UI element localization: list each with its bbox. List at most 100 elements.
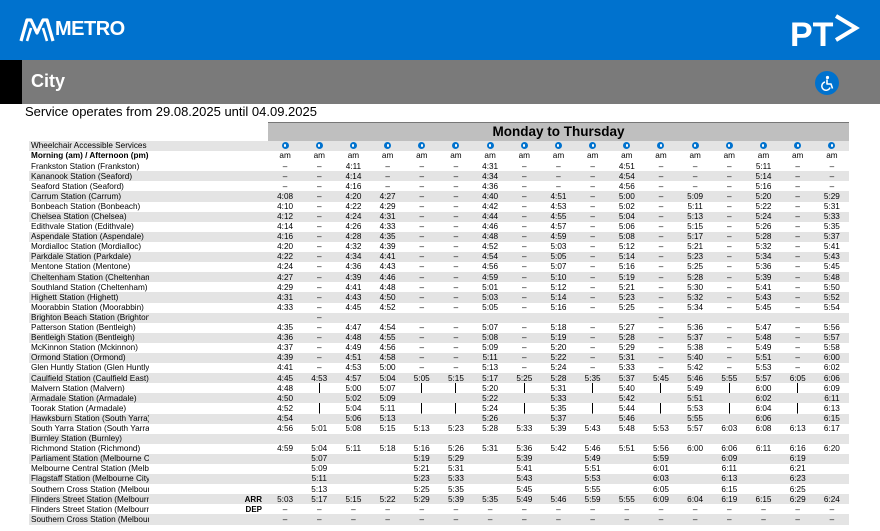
time-cell: 5:32 bbox=[755, 242, 772, 252]
time-cell: 4:41 bbox=[370, 252, 405, 263]
time-cell: 4:43 bbox=[379, 262, 396, 272]
time-cell bbox=[370, 453, 405, 464]
time-cell: 4:31 bbox=[370, 211, 405, 222]
time-cell: – bbox=[316, 201, 322, 211]
wheelchair-accessible-icon bbox=[623, 142, 631, 150]
arr-dep-spacer bbox=[148, 514, 268, 525]
time-cell bbox=[609, 433, 644, 444]
time-cell: – bbox=[590, 343, 595, 353]
time-cell: 6:00 bbox=[687, 444, 704, 454]
time-cell: 6:06 bbox=[746, 413, 781, 424]
table-row: Carrum Station (Carrum) 4:08–4:20 4:27– –4:… bbox=[29, 191, 849, 202]
time-cell: – bbox=[814, 171, 849, 182]
ampm-cell: am bbox=[518, 151, 530, 161]
time-cell: – bbox=[712, 332, 747, 343]
time-cell: 5:23 bbox=[678, 252, 713, 263]
time-cell: 6:13 bbox=[789, 423, 806, 433]
time-cell: – bbox=[780, 352, 815, 364]
arr-dep-spacer bbox=[148, 393, 268, 404]
station-name: Caulfield Station (Caulfield East) bbox=[29, 373, 149, 384]
time-cell: – bbox=[795, 242, 800, 252]
time-cell: 6:02 bbox=[746, 393, 781, 404]
arr-dep-spacer bbox=[149, 242, 269, 252]
arr-dep-spacer bbox=[148, 474, 268, 485]
time-cell: 5:55 bbox=[712, 373, 747, 384]
table-row: Frankston Station (Frankston) – – 4:11 – – – 4:… bbox=[29, 161, 849, 171]
wheelchair-accessible-icon bbox=[589, 142, 597, 150]
wheelchair-cell bbox=[678, 141, 713, 152]
table-row: Armadale Station (Armadale) 4:50 5:02 5:09 5… bbox=[29, 393, 849, 404]
time-cell: 5:09 bbox=[678, 191, 713, 202]
time-cell: 5:29 bbox=[814, 191, 849, 202]
time-cell: – bbox=[575, 171, 610, 182]
station-name: Chelsea Station (Chelsea) bbox=[29, 211, 149, 222]
time-cell: 5:42 bbox=[609, 393, 644, 404]
express-skip-line bbox=[575, 393, 610, 404]
time-cell: 5:14 bbox=[746, 171, 781, 182]
table-row: Flinders Street Station (Melbourne City)… bbox=[29, 494, 849, 505]
time-cell: 5:31 bbox=[482, 444, 499, 454]
time-cell: 5:57 bbox=[687, 423, 704, 433]
time-cell: – bbox=[829, 181, 835, 191]
station-name: Southern Cross Station (Melbourne City) bbox=[31, 484, 149, 494]
time-cell: 5:19 bbox=[609, 272, 644, 283]
time-cell: 4:31 bbox=[482, 161, 499, 171]
time-cell: – bbox=[658, 242, 664, 252]
time-cell: – bbox=[829, 504, 835, 514]
table-row: Bonbeach Station (Bonbeach) 4:10 – 4:22 4:29… bbox=[29, 202, 849, 212]
time-cell: 5:03 bbox=[473, 292, 508, 303]
time-cell: 5:05 bbox=[541, 252, 576, 263]
time-cell: 4:42 bbox=[482, 201, 499, 211]
wheelchair-cell bbox=[336, 141, 371, 152]
time-cell bbox=[371, 484, 405, 494]
arr-dep-spacer bbox=[148, 292, 268, 303]
time-cell: 5:49 bbox=[687, 383, 704, 393]
time-cell: 5:06 bbox=[618, 222, 635, 232]
time-cell bbox=[814, 474, 849, 485]
time-cell: – bbox=[590, 302, 595, 312]
time-cell: 4:46 bbox=[482, 222, 499, 232]
time-cell bbox=[610, 484, 644, 494]
station-name: Southern Cross Station (Melbourne City) bbox=[29, 514, 149, 525]
time-cell: – bbox=[658, 504, 664, 514]
time-cell: 4:54 bbox=[268, 413, 303, 424]
time-cell: – bbox=[453, 504, 459, 514]
time-cell: 6:00 bbox=[755, 383, 772, 393]
time-cell: 4:55 bbox=[541, 211, 576, 222]
time-cell: 5:40 bbox=[678, 352, 713, 364]
express-skip-line bbox=[438, 393, 474, 404]
time-cell: 5:15 bbox=[438, 373, 474, 384]
time-cell: 6:13 bbox=[823, 403, 840, 413]
time-cell: 6:04 bbox=[678, 494, 713, 505]
time-cell: – bbox=[302, 514, 337, 525]
time-cell: 4:36 bbox=[482, 181, 499, 191]
time-cell: 4:52 bbox=[482, 242, 499, 252]
wheelchair-accessible-icon bbox=[554, 142, 562, 150]
time-cell: 5:25 bbox=[618, 302, 635, 312]
time-cell: 5:12 bbox=[550, 282, 567, 292]
time-cell bbox=[370, 433, 405, 444]
time-cell: 4:56 bbox=[277, 423, 294, 433]
station-name: Parkdale Station (Parkdale) bbox=[29, 252, 149, 263]
station-name: Frankston Station (Frankston) bbox=[31, 161, 140, 171]
station-name: McKinnon Station (Mckinnon) bbox=[31, 343, 138, 353]
time-cell: – bbox=[438, 191, 474, 202]
time-cell: – bbox=[658, 262, 664, 272]
time-cell: 6:11 bbox=[814, 393, 849, 404]
time-cell: 5:14 bbox=[609, 252, 644, 263]
time-cell: 5:04 bbox=[609, 211, 644, 222]
time-cell: – bbox=[658, 343, 664, 353]
time-cell: – bbox=[507, 252, 542, 263]
time-cell: 5:36 bbox=[687, 323, 704, 333]
arr-dep-spacer bbox=[149, 282, 269, 292]
wheelchair-cell bbox=[302, 141, 337, 152]
station-name: Burnley Station (Burnley) bbox=[29, 433, 149, 444]
time-cell: 5:21 bbox=[687, 242, 704, 252]
station-name: Bonbeach Station (Bonbeach) bbox=[31, 201, 141, 211]
time-cell: – bbox=[316, 181, 322, 191]
header-bar: METRO PT bbox=[0, 0, 880, 60]
ampm-cell: am bbox=[826, 151, 838, 161]
time-cell: 5:26 bbox=[755, 222, 772, 232]
express-skip-line bbox=[404, 393, 439, 404]
time-cell: – bbox=[419, 242, 425, 252]
